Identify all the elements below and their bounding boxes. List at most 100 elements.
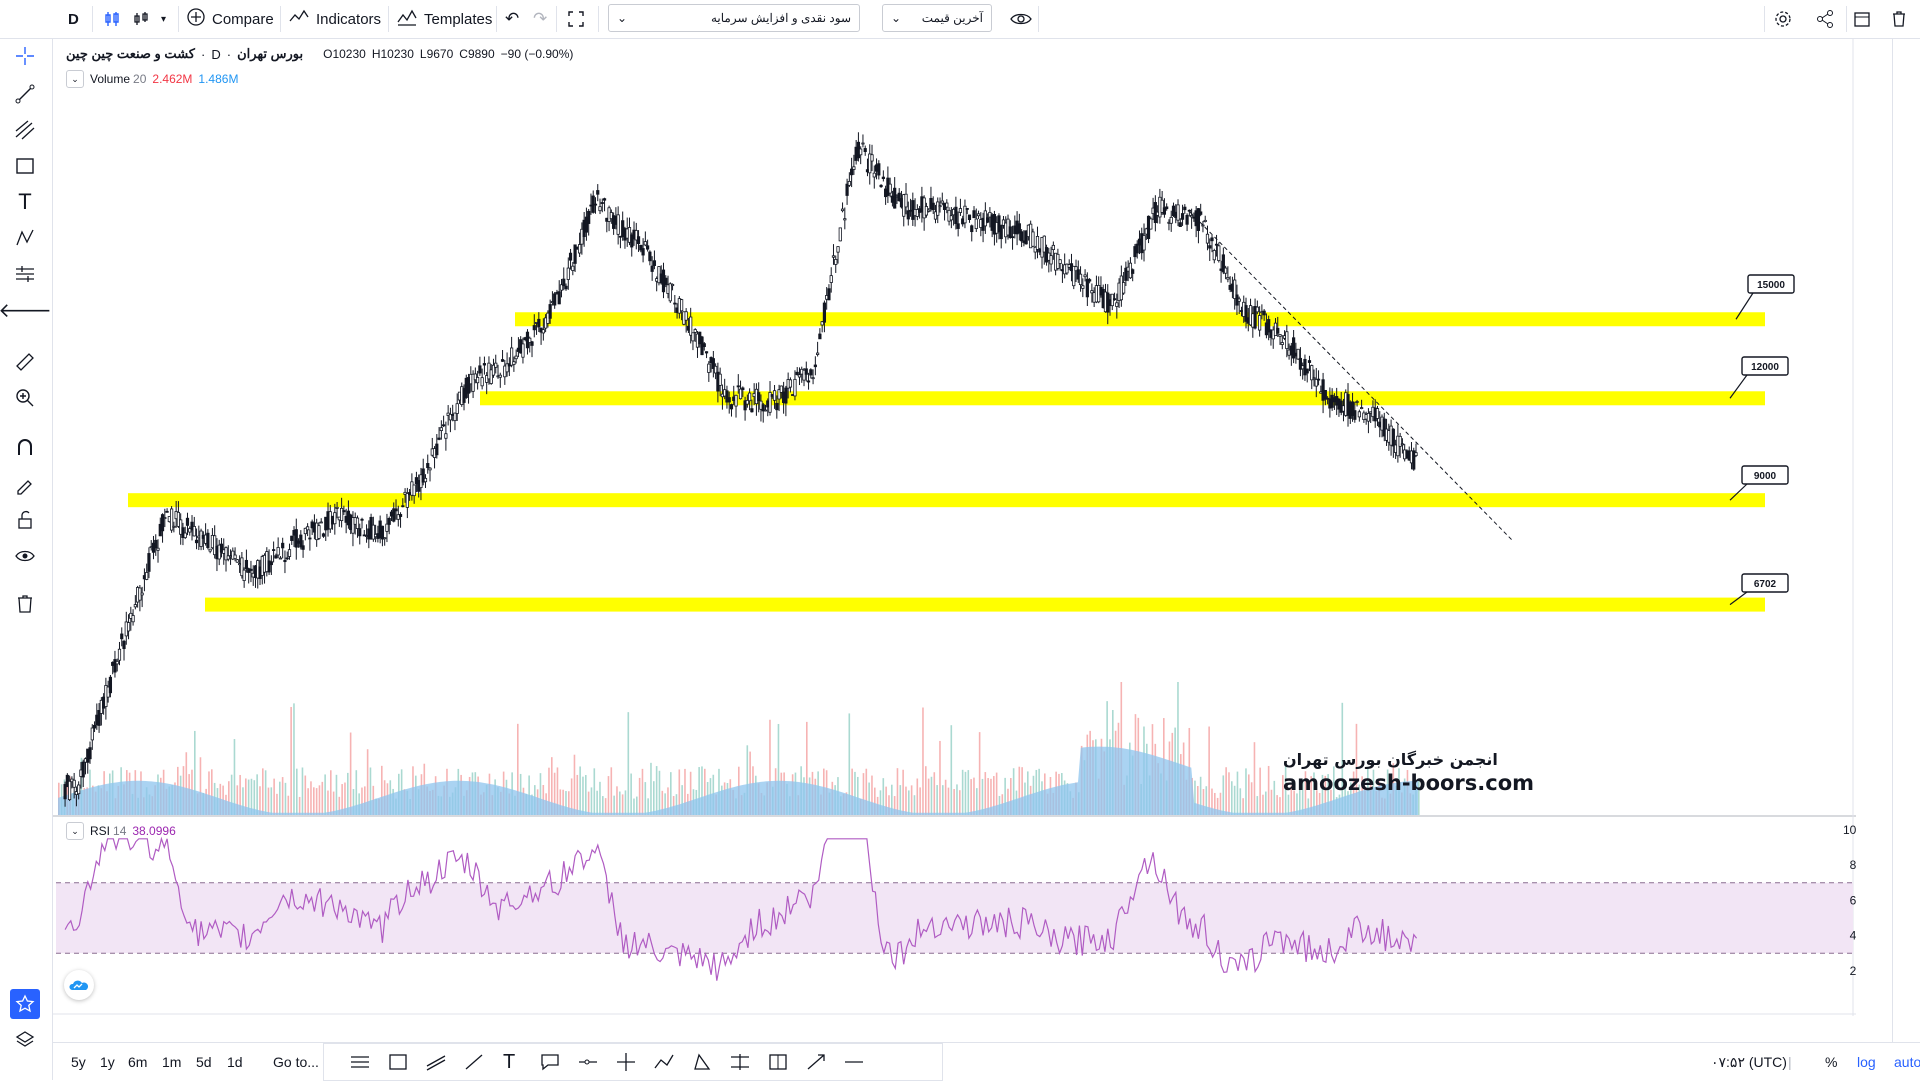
layers-icon[interactable]: [10, 1025, 40, 1055]
volume-ma-area: [58, 746, 1418, 815]
prediction-icon[interactable]: [10, 259, 40, 289]
price-chart[interactable]: 1500012000900067023000026000230002100019…: [53, 39, 1856, 1016]
volume-bar: [1299, 789, 1301, 815]
trend-line-icon[interactable]: [10, 79, 40, 109]
volume-bar: [335, 774, 338, 815]
range-1y[interactable]: 1y: [100, 1054, 115, 1070]
crosshair-icon[interactable]: [10, 41, 40, 71]
candle-body: [1214, 243, 1219, 246]
compare-button[interactable]: Compare: [186, 0, 274, 38]
candle-body: [822, 302, 827, 323]
share-icon[interactable]: [1815, 0, 1835, 38]
log-toggle[interactable]: log: [1857, 1054, 1876, 1070]
chevron-down-icon[interactable]: ▾: [161, 13, 167, 25]
volume-bar: [1262, 794, 1264, 815]
bar-style-icon[interactable]: [102, 0, 122, 38]
tradingview-logo-icon[interactable]: [64, 970, 94, 1000]
eye-icon[interactable]: [1009, 0, 1033, 38]
rectangle-icon[interactable]: [387, 1043, 409, 1081]
candle-body: [1160, 199, 1164, 213]
trash-icon[interactable]: [10, 589, 40, 619]
candle-body: [500, 359, 505, 362]
candle-body: [423, 477, 428, 483]
price-range-icon[interactable]: [767, 1043, 789, 1081]
indicators-button[interactable]: Indicators: [288, 0, 381, 38]
interval-button[interactable]: D: [68, 10, 79, 28]
lock-icon[interactable]: [10, 505, 40, 535]
volume-bar: [1225, 767, 1227, 815]
rectangle-icon[interactable]: [10, 151, 40, 181]
candle-body: [1221, 254, 1225, 273]
volume-bar: [1219, 792, 1222, 815]
path-icon[interactable]: [653, 1043, 675, 1081]
clock-time[interactable]: ۰۷:۵۲ (UTC): [1711, 1053, 1787, 1070]
candle-body: [226, 555, 230, 560]
range-5d[interactable]: 5d: [196, 1054, 212, 1070]
candle-body: [437, 437, 441, 440]
volume-bar: [347, 772, 349, 815]
text-icon[interactable]: T: [503, 1050, 516, 1073]
cross-line-icon[interactable]: [615, 1043, 637, 1081]
volume-bar: [857, 776, 859, 815]
zoom-icon[interactable]: [10, 383, 40, 413]
candle-body: [269, 561, 273, 566]
volume-bar: [916, 778, 919, 815]
settings-gear-icon[interactable]: [1773, 0, 1793, 38]
range-1m[interactable]: 1m: [162, 1054, 182, 1070]
volume-bar: [364, 786, 366, 815]
price-source-select[interactable]: ⌄ آخرین قیمت: [882, 4, 992, 32]
low-value: 9670: [426, 47, 454, 61]
candle-body: [838, 227, 842, 242]
trend-line-icon[interactable]: [463, 1043, 485, 1081]
arrow-line-icon[interactable]: [805, 1043, 827, 1081]
fullscreen-icon[interactable]: [566, 0, 586, 38]
magnet-icon[interactable]: [10, 433, 40, 463]
candle-body: [145, 572, 149, 580]
callout-icon[interactable]: [539, 1043, 561, 1081]
triangle-icon[interactable]: [691, 1043, 713, 1081]
range-1d[interactable]: 1d: [227, 1054, 243, 1070]
parallel-channel-icon[interactable]: [425, 1043, 447, 1081]
candle-body: [360, 518, 364, 521]
horizontal-ray-icon[interactable]: [577, 1043, 599, 1081]
symbol-name[interactable]: کشت و صنعت چین چین: [66, 46, 195, 61]
fundamental-select[interactable]: ⌄ سود نقدی و افزایش سرمایه: [608, 4, 860, 32]
candle-body: [1255, 306, 1259, 313]
horizontal-line-icon[interactable]: [843, 1043, 865, 1081]
range-5y[interactable]: 5y: [71, 1054, 86, 1070]
candle-body: [482, 363, 487, 366]
ruler-icon[interactable]: [10, 347, 40, 377]
range-6m[interactable]: 6m: [128, 1054, 148, 1070]
redo-icon[interactable]: ↷: [533, 9, 548, 28]
candle-body: [68, 780, 72, 801]
pattern-icon[interactable]: [10, 223, 40, 253]
volume-bar: [568, 791, 570, 815]
eye-icon[interactable]: [10, 541, 40, 571]
watchlist-icon[interactable]: [1852, 0, 1872, 38]
goto-button[interactable]: Go to...: [273, 1054, 319, 1070]
candle-body: [863, 148, 867, 152]
undo-icon[interactable]: ↶: [505, 9, 520, 28]
templates-button[interactable]: Templates: [396, 0, 492, 38]
lock-pencil-icon[interactable]: [10, 469, 40, 499]
pitchfork-icon[interactable]: [10, 115, 40, 145]
arrow-left-icon[interactable]: 🡐: [0, 299, 52, 322]
candle-body: [1280, 342, 1284, 345]
text-icon[interactable]: T: [18, 189, 32, 214]
favorites-star-icon[interactable]: [10, 989, 40, 1019]
volume-bar: [607, 776, 610, 815]
collapse-chevron-icon[interactable]: ⌄: [66, 822, 84, 840]
templates-icon: [396, 7, 418, 31]
trash-icon[interactable]: [1890, 0, 1908, 38]
chart-type-icon[interactable]: [132, 0, 152, 38]
dashed-trendline: [1189, 211, 1513, 541]
volume-bar: [517, 723, 519, 815]
date-range-icon[interactable]: [729, 1043, 751, 1081]
volume-bar: [933, 772, 936, 815]
auto-toggle[interactable]: auto: [1894, 1054, 1920, 1070]
collapse-chevron-icon[interactable]: ⌄: [66, 70, 84, 88]
callout-box: [1747, 274, 1795, 294]
percent-toggle[interactable]: %: [1825, 1054, 1838, 1070]
horizontal-lines-icon[interactable]: [349, 1043, 371, 1081]
volume-bar: [927, 778, 930, 815]
